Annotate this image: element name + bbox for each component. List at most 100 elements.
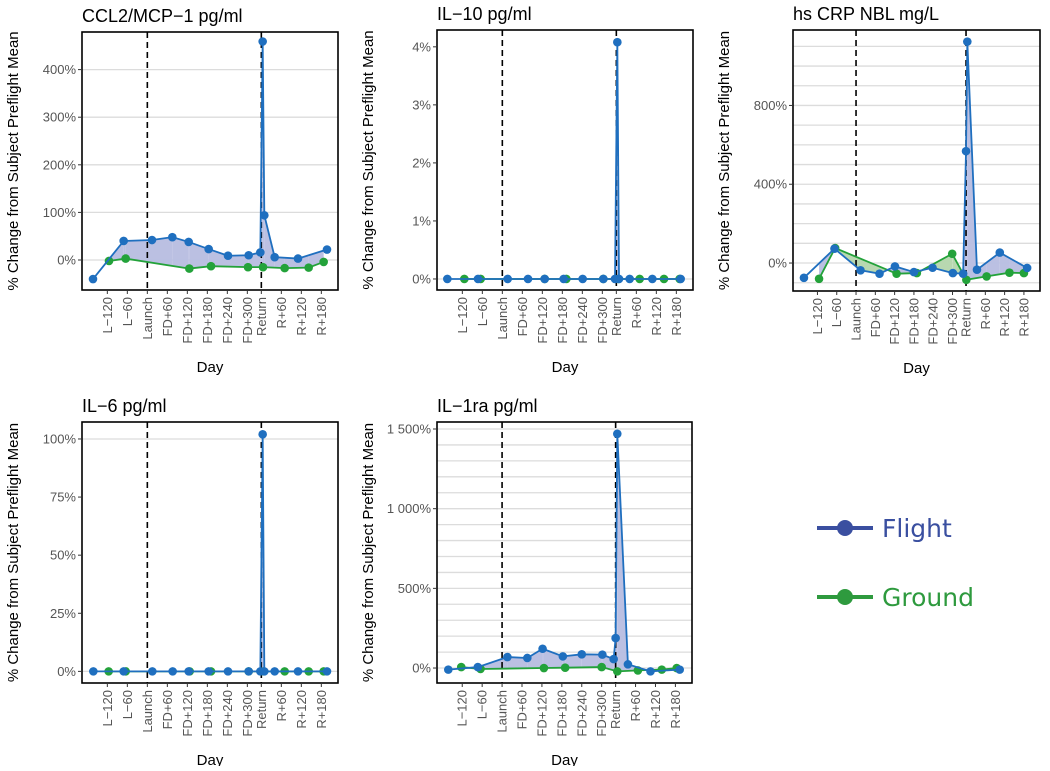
y-tick-label: 0% <box>768 256 787 271</box>
x-tick-label: FD+180 <box>200 297 215 344</box>
ground-point <box>259 263 268 272</box>
x-tick-label: Launch <box>495 297 510 340</box>
flight-point <box>258 37 267 46</box>
y-tick-label: 100% <box>43 205 77 220</box>
y-tick-label: 400% <box>754 177 788 192</box>
x-tick-label: FD+240 <box>220 690 235 737</box>
series-flight <box>800 37 1032 282</box>
x-tick-label: FD+60 <box>160 690 175 729</box>
legend-flight-marker <box>837 520 853 536</box>
x-tick-label: Return <box>254 297 269 336</box>
flight-point <box>474 663 483 672</box>
x-tick-label: R+60 <box>274 297 289 328</box>
flight-point <box>910 268 919 277</box>
legend-item-flight: Flight <box>817 514 952 543</box>
flight-point <box>599 275 608 284</box>
x-axis-title: Day <box>551 752 578 766</box>
x-tick-label: R+180 <box>669 297 684 336</box>
x-tick-label: L−60 <box>120 297 135 326</box>
ground-point <box>540 664 549 673</box>
flight-point <box>168 667 177 676</box>
flight-point <box>624 660 633 669</box>
x-tick-label: Launch <box>140 297 155 340</box>
flight-point <box>443 275 452 284</box>
x-tick-label: R+120 <box>648 690 663 729</box>
flight-point <box>613 429 622 438</box>
x-tick-label: FD+60 <box>868 298 883 337</box>
ground-point <box>613 667 622 676</box>
flight-point <box>224 667 233 676</box>
flight-point <box>260 667 269 676</box>
legend-flight-label: Flight <box>882 514 952 543</box>
y-tick-label: 0% <box>412 271 431 286</box>
ground-point <box>815 274 824 283</box>
series-flight <box>443 38 685 283</box>
legend: Flight Ground <box>817 514 974 612</box>
x-tick-label: FD+180 <box>555 297 570 344</box>
flight-point <box>204 667 213 676</box>
x-tick-label: FD+300 <box>595 297 610 344</box>
y-tick-label: 800% <box>754 98 788 113</box>
ground-point <box>121 254 130 263</box>
x-tick-label: FD+60 <box>160 297 175 336</box>
x-tick-label: FD+60 <box>515 297 530 336</box>
flight-point <box>523 654 532 663</box>
flight-point <box>830 244 839 253</box>
flight-point <box>184 667 193 676</box>
ground-point <box>457 663 466 672</box>
flight-point <box>559 275 568 284</box>
flight-point <box>963 37 972 46</box>
ground-point <box>561 663 570 672</box>
ground-point <box>185 264 194 273</box>
x-tick-label: FD+300 <box>594 690 609 737</box>
x-axis-title: Day <box>903 360 930 377</box>
x-tick-label: R+60 <box>274 690 289 721</box>
flight-point <box>577 650 586 659</box>
x-tick-label: FD+120 <box>180 297 195 344</box>
flight-point <box>148 236 157 245</box>
x-tick-label: R+180 <box>314 690 329 729</box>
x-tick-label: FD+300 <box>240 297 255 344</box>
x-tick-label: FD+180 <box>906 298 921 345</box>
ground-point <box>948 249 957 258</box>
x-tick-label: Launch <box>140 690 155 733</box>
flight-point <box>294 667 303 676</box>
ground-point <box>1005 268 1014 277</box>
y-axis-title: % Change from Subject Preflight Mean <box>360 423 377 682</box>
x-tick-label: L−60 <box>475 297 490 326</box>
x-tick-label: FD+240 <box>574 690 589 737</box>
y-axis-title: % Change from Subject Preflight Mean <box>5 31 22 290</box>
y-tick-label: 500% <box>398 581 432 596</box>
flight-point <box>184 238 193 247</box>
x-tick-label: FD+240 <box>220 297 235 344</box>
x-tick-label: R+120 <box>997 298 1012 337</box>
x-tick-label: R+120 <box>294 297 309 336</box>
x-tick-label: R+60 <box>978 298 993 329</box>
flight-point <box>503 275 512 284</box>
x-tick-label: FD+120 <box>535 297 550 344</box>
flight-line <box>93 434 327 671</box>
flight-point <box>559 652 568 661</box>
x-tick-label: L−60 <box>475 690 490 719</box>
y-axis-title: % Change from Subject Preflight Mean <box>360 30 377 289</box>
y-tick-label: 50% <box>50 548 76 563</box>
flight-point <box>856 266 865 275</box>
panel-title: IL−1ra pg/ml <box>437 396 538 416</box>
flight-point <box>648 275 657 284</box>
flight-point <box>244 667 253 676</box>
y-tick-label: 1 500% <box>387 422 432 437</box>
flight-point <box>613 38 622 47</box>
x-tick-label: R+60 <box>628 690 643 721</box>
flight-point <box>928 263 937 272</box>
flight-point <box>875 269 884 278</box>
difference-fill <box>464 42 679 279</box>
x-tick-label: R+120 <box>649 297 664 336</box>
flight-point <box>540 275 549 284</box>
y-tick-label: 4% <box>412 39 431 54</box>
x-tick-label: Return <box>959 298 974 337</box>
flight-point <box>89 275 98 284</box>
flight-point <box>646 667 655 676</box>
ground-point <box>244 263 253 272</box>
